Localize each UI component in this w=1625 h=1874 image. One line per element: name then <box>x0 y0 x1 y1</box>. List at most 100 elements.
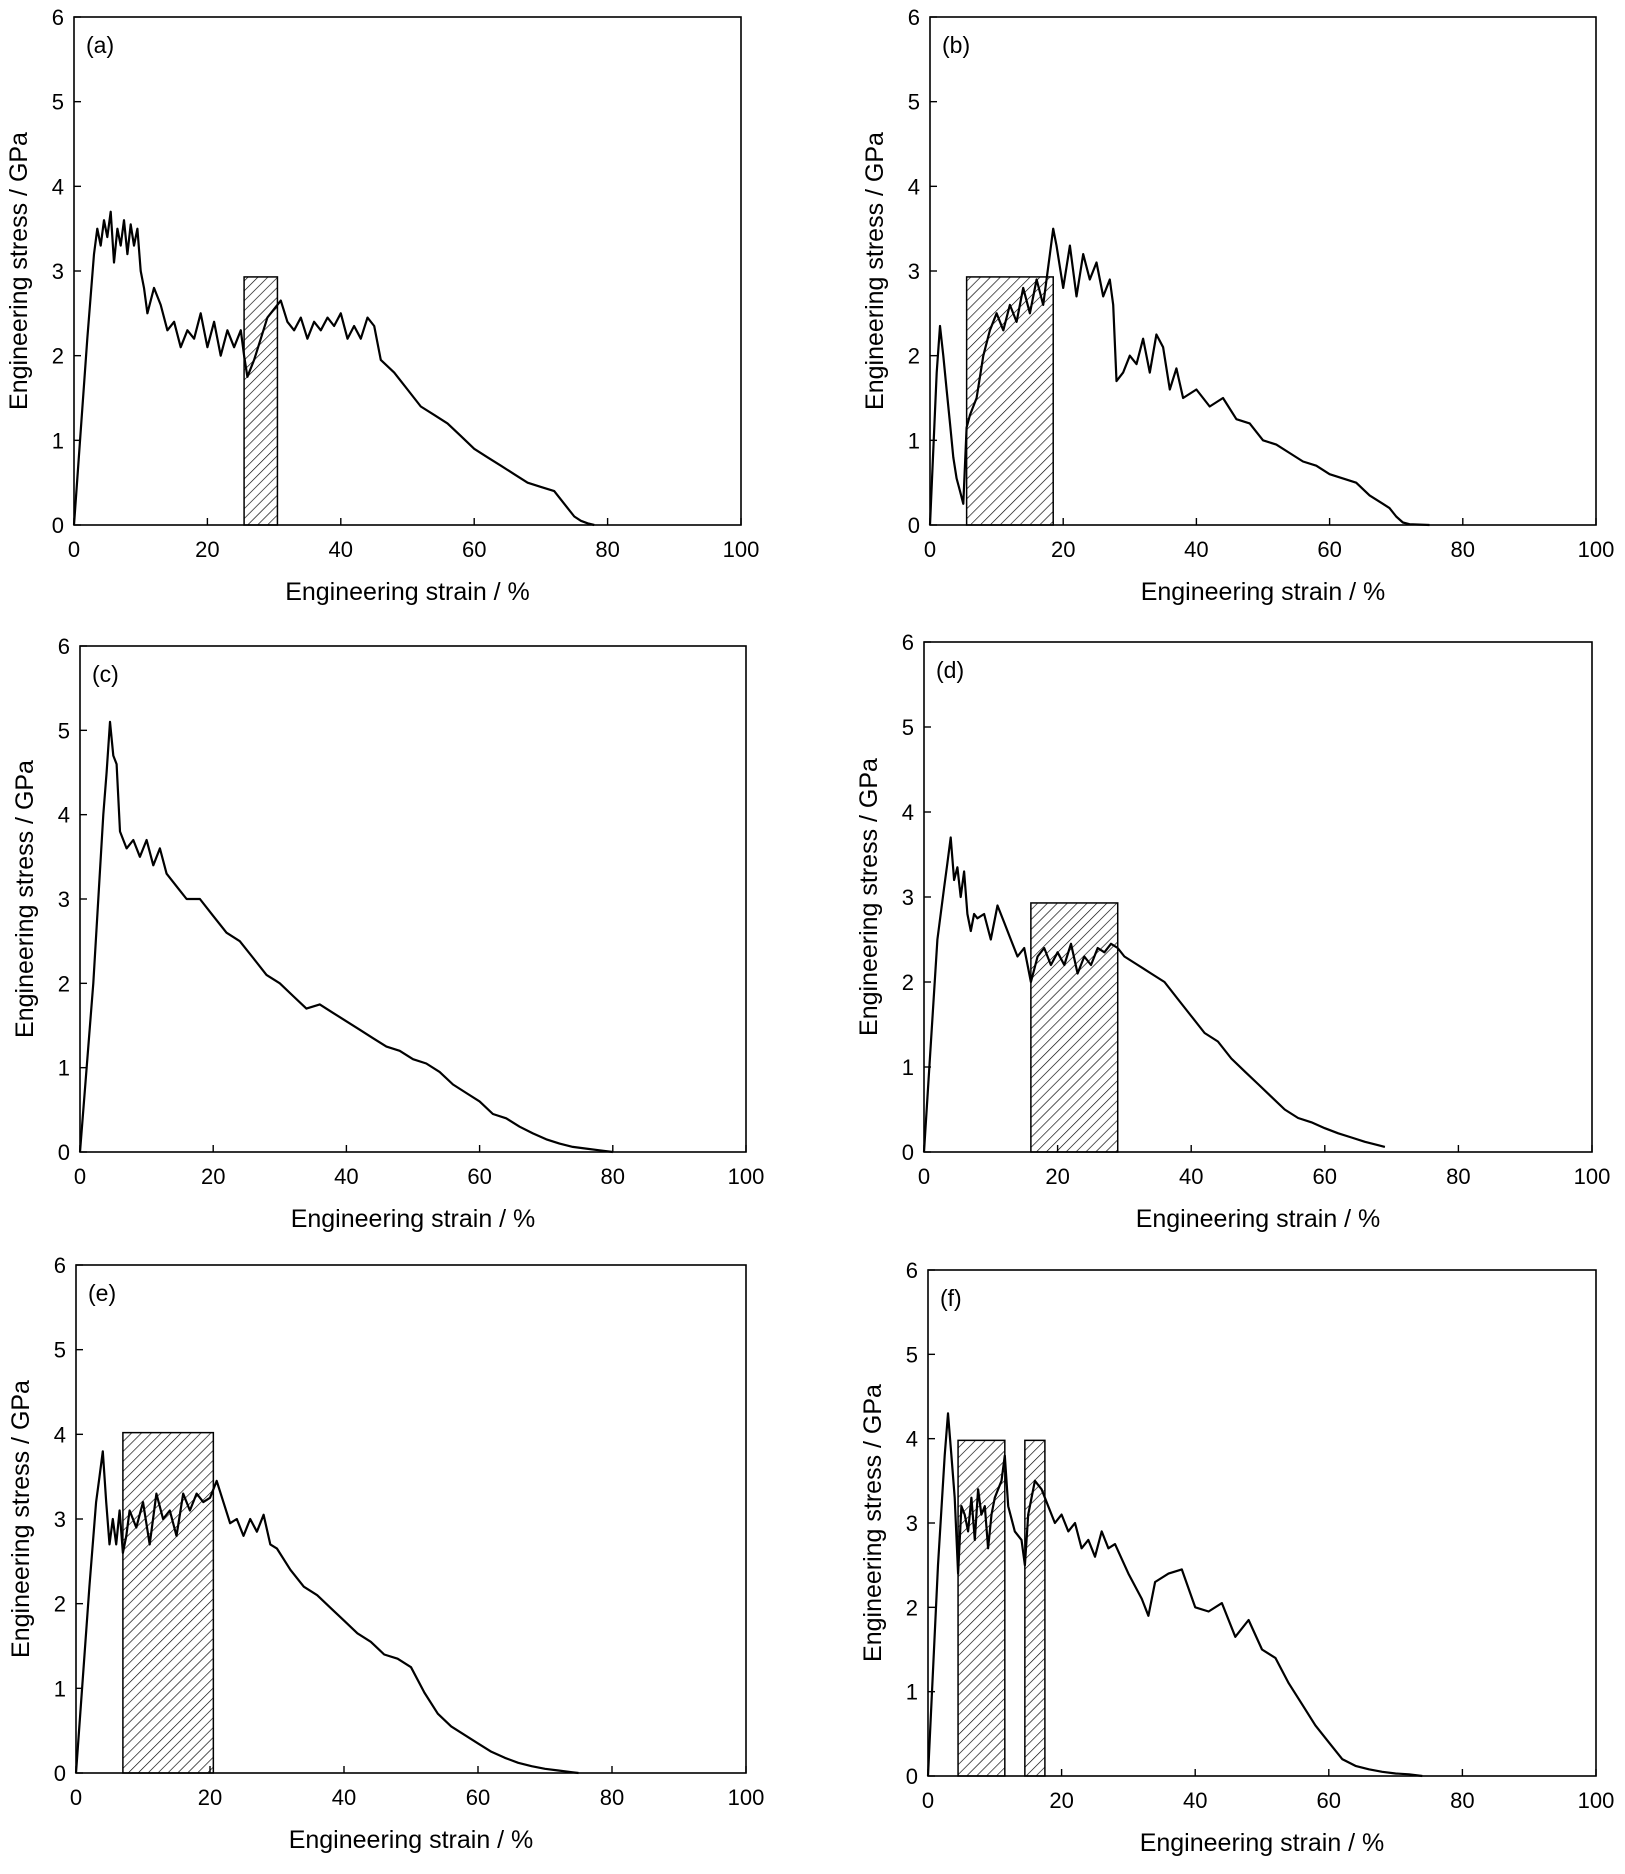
chart-panel: 0 20 40 60 80 100 0 1 2 3 4 5 6 Engineering strain / … <box>11 634 764 1233</box>
y-tick-label: 4 <box>58 803 70 828</box>
y-tick-label: 5 <box>906 1342 918 1367</box>
stress-strain-curve <box>928 227 1430 527</box>
x-tick-label: 100 <box>1578 1788 1615 1813</box>
y-tick-label: 0 <box>902 1140 914 1165</box>
y-tick-label: 1 <box>908 428 920 453</box>
shaded-region <box>122 1431 215 1774</box>
y-tick-label: 4 <box>902 800 914 825</box>
y-tick-label: 2 <box>54 1592 66 1617</box>
x-tick-label: 80 <box>1446 1164 1470 1189</box>
x-tick-label: 80 <box>600 1785 624 1810</box>
y-tick-label: 5 <box>908 90 920 115</box>
x-tick-label: 20 <box>201 1164 225 1189</box>
x-tick-label: 0 <box>70 1785 82 1810</box>
y-tick-label: 1 <box>54 1676 66 1701</box>
x-tick-label: 40 <box>329 537 353 562</box>
y-tick-label: 2 <box>906 1595 918 1620</box>
y-tick-label: 4 <box>54 1422 66 1447</box>
y-tick-label: 2 <box>908 344 920 369</box>
x-tick-label: 0 <box>922 1788 934 1813</box>
stress-strain-curve <box>78 720 613 1154</box>
x-tick-label: 100 <box>1574 1164 1611 1189</box>
x-tick-label: 100 <box>728 1164 765 1189</box>
plot-frame <box>73 16 742 526</box>
x-tick-label: 20 <box>1049 1788 1073 1813</box>
x-tick-label: 80 <box>595 537 619 562</box>
y-tick-label: 0 <box>52 513 64 538</box>
y-tick-label: 0 <box>908 513 920 538</box>
x-tick-label: 60 <box>466 1785 490 1810</box>
y-tick-label: 0 <box>58 1140 70 1165</box>
chart-panel: 0 20 40 60 80 100 0 1 2 3 4 5 6 Engineering strain / … <box>855 630 1610 1233</box>
y-axis-label: Engineering stress / GPa <box>5 132 33 410</box>
x-axis-label: Engineering strain / % <box>1141 578 1386 606</box>
y-tick-label: 3 <box>902 885 914 910</box>
chart-panel: 0 20 40 60 80 100 0 1 2 3 4 5 6 Engineering strain / … <box>859 1258 1614 1857</box>
x-tick-label: 60 <box>1313 1164 1337 1189</box>
y-tick-label: 0 <box>54 1761 66 1786</box>
x-tick-label: 60 <box>467 1164 491 1189</box>
x-tick-label: 80 <box>601 1164 625 1189</box>
y-tick-label: 2 <box>58 971 70 996</box>
y-tick-label: 6 <box>58 634 70 659</box>
x-axis-label: Engineering strain / % <box>285 578 530 606</box>
shaded-region <box>965 276 1054 526</box>
y-axis-label: Engineering stress / GPa <box>855 758 883 1036</box>
x-tick-label: 40 <box>1183 1788 1207 1813</box>
shaded-region <box>243 276 279 526</box>
y-axis-label: Engineering stress / GPa <box>7 1380 35 1658</box>
panel-label: (f) <box>940 1285 962 1311</box>
y-tick-label: 5 <box>52 90 64 115</box>
x-tick-label: 40 <box>334 1164 358 1189</box>
x-tick-label: 20 <box>198 1785 222 1810</box>
stress-strain-curve <box>72 210 595 527</box>
x-axis-label: Engineering strain / % <box>1140 1829 1385 1857</box>
stress-strain-curve <box>74 1450 579 1775</box>
y-tick-label: 4 <box>52 174 64 199</box>
y-tick-label: 4 <box>906 1427 918 1452</box>
stress-strain-curve <box>926 1412 1423 1778</box>
y-tick-label: 3 <box>52 259 64 284</box>
chart-panel: 0 20 40 60 80 100 0 1 2 3 4 5 6 Engineering strain / … <box>861 5 1614 606</box>
y-tick-label: 4 <box>908 174 920 199</box>
x-tick-label: 0 <box>918 1164 930 1189</box>
chart-panel: 0 20 40 60 80 100 0 1 2 3 4 5 6 Engineering strain / … <box>7 1253 764 1854</box>
y-tick-label: 6 <box>902 630 914 655</box>
y-tick-label: 6 <box>52 5 64 30</box>
panel-label: (b) <box>942 32 970 58</box>
x-tick-label: 60 <box>1317 1788 1341 1813</box>
shaded-region <box>1030 902 1119 1153</box>
y-tick-label: 6 <box>54 1253 66 1278</box>
y-tick-label: 6 <box>906 1258 918 1283</box>
x-tick-label: 60 <box>462 537 486 562</box>
x-axis-label: Engineering strain / % <box>1136 1205 1381 1233</box>
panel-label: (e) <box>88 1280 116 1306</box>
y-tick-label: 1 <box>58 1056 70 1081</box>
chart-panel: 0 20 40 60 80 100 0 1 2 3 4 5 6 Engineering strain / … <box>5 5 759 606</box>
y-tick-label: 5 <box>58 718 70 743</box>
y-tick-label: 1 <box>902 1055 914 1080</box>
y-axis-label: Engineering stress / GPa <box>859 1384 887 1662</box>
y-tick-label: 3 <box>906 1511 918 1536</box>
y-tick-label: 1 <box>906 1680 918 1705</box>
x-tick-label: 0 <box>68 537 80 562</box>
x-tick-label: 40 <box>1179 1164 1203 1189</box>
x-axis-label: Engineering strain / % <box>291 1205 536 1233</box>
x-tick-label: 80 <box>1450 1788 1474 1813</box>
y-axis-label: Engineering stress / GPa <box>861 132 889 410</box>
x-tick-label: 100 <box>1578 537 1615 562</box>
x-tick-label: 100 <box>723 537 760 562</box>
shaded-region <box>957 1439 1006 1777</box>
y-tick-label: 5 <box>54 1338 66 1363</box>
x-tick-label: 0 <box>74 1164 86 1189</box>
y-tick-label: 3 <box>54 1507 66 1532</box>
x-tick-label: 40 <box>1184 537 1208 562</box>
panel-label: (a) <box>86 32 114 58</box>
panel-label: (d) <box>936 657 964 683</box>
y-tick-label: 1 <box>52 428 64 453</box>
x-tick-label: 60 <box>1317 537 1341 562</box>
y-tick-label: 2 <box>52 344 64 369</box>
y-tick-label: 6 <box>908 5 920 30</box>
x-tick-label: 20 <box>195 537 219 562</box>
